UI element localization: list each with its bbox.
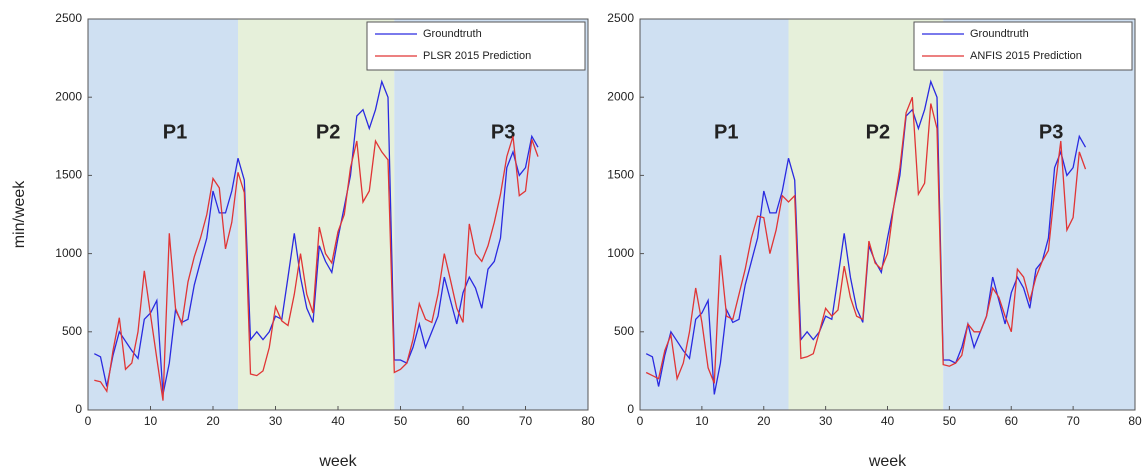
subplot: P1 P2 P3 0 500 1000 1500 2000 2500 0 10 20 30 40 50 60 7… (11, 11, 595, 470)
x-tick-label: 10 (695, 414, 709, 428)
series-line (645, 96, 1087, 384)
y-tick-label: 0 (627, 402, 634, 416)
y-tick-label: 1000 (55, 246, 82, 260)
subplot: P1 P2 P3 0 500 1000 1500 2000 2500 0 10 20 30 40 50 60 7… (607, 11, 1142, 470)
y-tick-label: 2500 (55, 11, 82, 25)
x-tick-label: 40 (331, 414, 345, 428)
x-tick-label: 50 (943, 414, 957, 428)
legend-label: Groundtruth (970, 28, 1029, 40)
x-tick-label: 60 (456, 414, 470, 428)
legend-label: Groundtruth (423, 28, 482, 40)
region-label: P2 (316, 121, 340, 143)
series-line (94, 136, 539, 401)
x-tick-label: 80 (1128, 414, 1142, 428)
x-axis-title: week (868, 453, 907, 470)
x-tick-label: 10 (144, 414, 158, 428)
y-tick-label: 2000 (55, 89, 82, 103)
x-tick-label: 40 (881, 414, 895, 428)
region (943, 19, 1135, 410)
series-line (94, 79, 539, 395)
y-tick-label: 1500 (55, 168, 82, 182)
x-tick-label: 60 (1005, 414, 1019, 428)
y-tick-label: 1500 (607, 168, 634, 182)
legend-label: PLSR 2015 Prediction (423, 50, 531, 62)
region-label: P3 (1039, 121, 1063, 143)
region-label: P1 (163, 121, 187, 143)
x-tick-label: 20 (757, 414, 771, 428)
region (88, 19, 238, 410)
legend-box (913, 21, 1133, 71)
y-axis-title: min/week (11, 180, 28, 249)
legend-label: ANFIS 2015 Prediction (970, 50, 1082, 62)
x-tick-label: 30 (819, 414, 833, 428)
x-tick-label: 20 (206, 414, 220, 428)
region (640, 19, 789, 410)
x-tick-label: 80 (581, 414, 595, 428)
x-tick-label: 0 (637, 414, 644, 428)
region-label: P2 (866, 121, 890, 143)
y-tick-label: 1000 (607, 246, 634, 260)
region-label: P3 (491, 121, 515, 143)
region-label: P1 (714, 121, 738, 143)
y-tick-label: 2000 (607, 89, 634, 103)
y-tick-label: 0 (75, 402, 82, 416)
y-tick-label: 500 (62, 324, 82, 338)
region (238, 19, 395, 410)
legend-box (366, 21, 586, 71)
region (394, 19, 588, 410)
x-axis-title: week (318, 453, 357, 470)
x-tick-label: 50 (394, 414, 408, 428)
x-tick-label: 70 (1066, 414, 1080, 428)
y-tick-label: 2500 (607, 11, 634, 25)
x-tick-label: 70 (519, 414, 533, 428)
x-tick-label: 30 (269, 414, 283, 428)
x-tick-label: 0 (85, 414, 92, 428)
region (788, 19, 944, 410)
y-tick-label: 500 (614, 324, 634, 338)
